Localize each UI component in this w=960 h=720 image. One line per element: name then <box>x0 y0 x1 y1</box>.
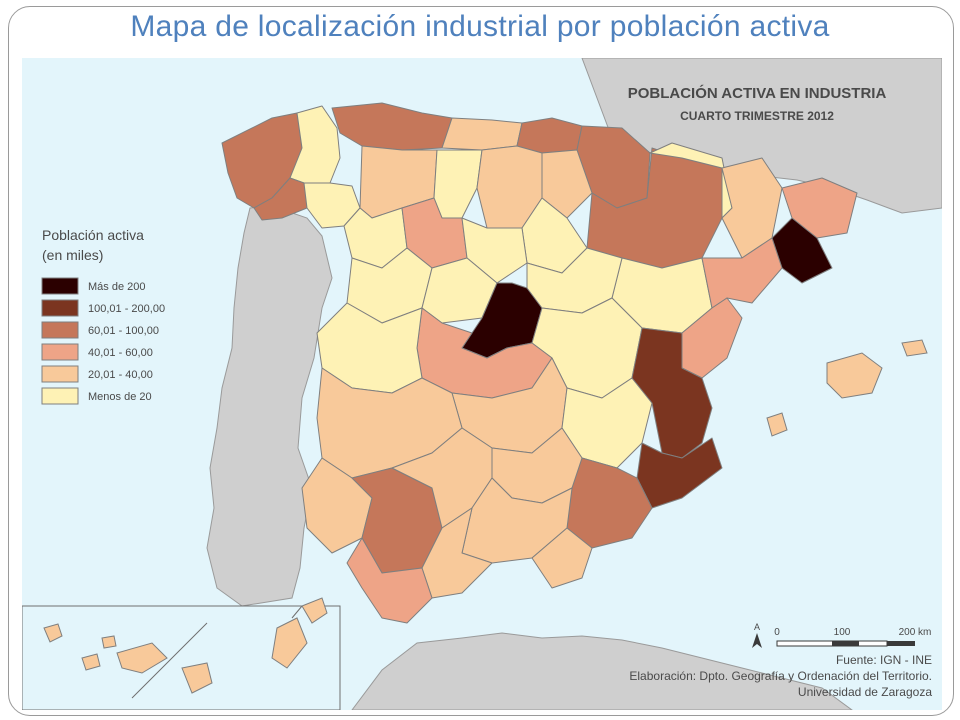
island-menorca <box>901 339 928 357</box>
map-panel: POBLACIÓN ACTIVA EN INDUSTRIA CUARTO TRI… <box>22 58 942 710</box>
north-arrow-icon <box>752 633 762 648</box>
island-tenerife <box>116 642 168 674</box>
legend-label: 60,01 - 100,00 <box>88 325 159 337</box>
legend-swatch <box>41 299 79 317</box>
province-la-rioja <box>541 149 593 219</box>
legend-rows: Más de 200 100,01 - 200,00 60,01 - 100,00 4… <box>41 277 165 405</box>
legend-swatch <box>41 277 79 295</box>
scale-tick-0: 0 <box>774 627 780 638</box>
map-subtitle: CUARTO TRIMESTRE 2012 <box>680 109 834 123</box>
island-la-palma <box>43 623 63 643</box>
island-lanzarote <box>301 597 328 624</box>
credits-source: Fuente: IGN - INE <box>836 653 932 667</box>
island-la-gomera <box>101 635 117 649</box>
island-mallorca <box>826 352 883 399</box>
portugal <box>206 205 333 607</box>
province-cadiz <box>346 537 433 624</box>
map-title: POBLACIÓN ACTIVA EN INDUSTRIA <box>628 84 887 102</box>
scale-tick-100: 100 <box>834 627 851 638</box>
province-tarragona <box>701 237 783 309</box>
island-el-hierro <box>81 653 101 671</box>
island-gran-canaria <box>181 662 213 694</box>
legend-swatch <box>41 321 79 339</box>
legend: Población activa (en miles) Más de 200 10… <box>41 227 165 405</box>
legend-title: Población activa <box>42 227 144 243</box>
balearic-islands <box>766 339 928 437</box>
scale-bar: 0 100 200 km <box>774 627 932 647</box>
credits-elaboration: Elaboración: Dpto. Geografía y Ordenació… <box>629 669 932 683</box>
legend-label: Más de 200 <box>88 281 145 293</box>
province-valencia <box>631 327 713 459</box>
province-almeria <box>531 527 593 589</box>
scale-tick-200: 200 km <box>899 627 932 638</box>
provinces <box>221 102 858 624</box>
canary-inset <box>22 597 341 710</box>
legend-label: 100,01 - 200,00 <box>88 303 165 315</box>
north-africa <box>351 632 853 710</box>
island-ibiza <box>766 412 788 437</box>
credits-university: Universidad de Zaragoza <box>798 685 932 699</box>
island-fuerteventura <box>271 617 308 669</box>
legend-swatch <box>41 365 79 383</box>
province-basque <box>516 117 583 154</box>
province-cantabria <box>441 117 523 151</box>
spain-map: POBLACIÓN ACTIVA EN INDUSTRIA CUARTO TRI… <box>22 58 942 710</box>
legend-swatch <box>41 387 79 405</box>
legend-label: Menos de 20 <box>88 391 152 403</box>
province-malaga <box>421 507 493 599</box>
north-arrow: A <box>752 622 762 648</box>
north-arrow-label: A <box>754 622 760 632</box>
province-zaragoza <box>586 147 723 269</box>
legend-label: 20,01 - 40,00 <box>88 369 153 381</box>
legend-unit: (en miles) <box>42 247 103 263</box>
legend-swatch <box>41 343 79 361</box>
legend-label: 40,01 - 60,00 <box>88 347 153 359</box>
slide-title: Mapa de localización industrial por pobl… <box>130 10 830 43</box>
inset-divider <box>131 622 208 699</box>
